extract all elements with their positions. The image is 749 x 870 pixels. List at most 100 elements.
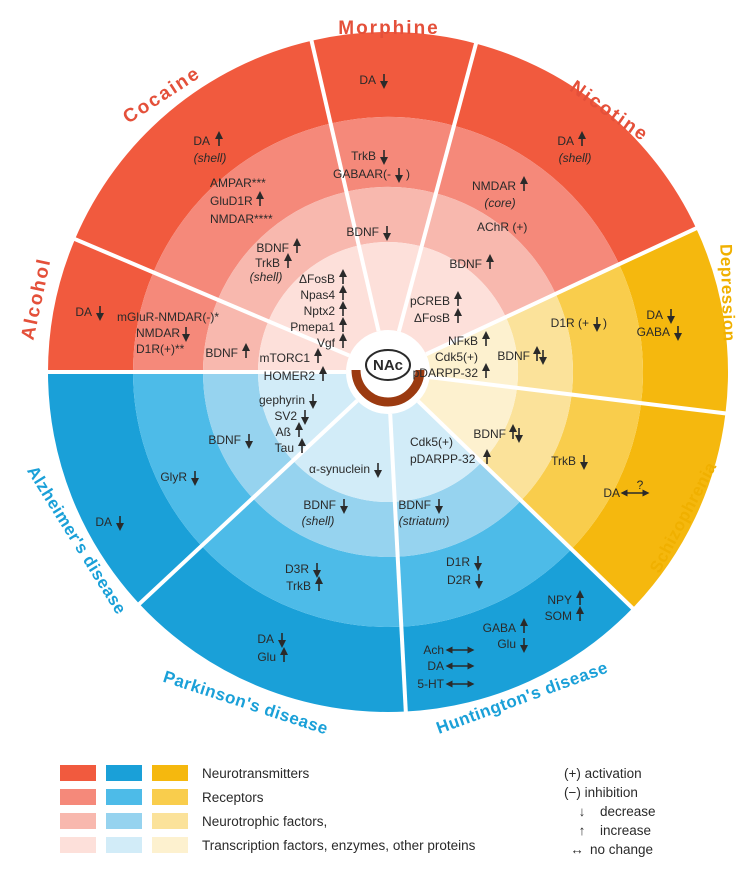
sector-band	[555, 264, 643, 404]
sector-divider	[388, 413, 409, 717]
item-depression-pdarpp: pDARPP-32	[413, 366, 479, 380]
legend: Neurotransmitters Receptors Neurotrophic f…	[60, 764, 730, 864]
item-nicotine-bdnf: BDNF	[449, 257, 482, 271]
sector-band	[75, 40, 331, 273]
sector-divider	[425, 224, 702, 357]
item-parkinson-da: DA	[257, 632, 274, 646]
item-huntington-bdnf: BDNF	[398, 498, 431, 512]
item-parkinson-synuclein: α-synuclein	[309, 462, 370, 476]
sector-band	[426, 317, 518, 388]
item-huntington-pdarpp: pDARPP-32	[410, 452, 476, 466]
item-nicotine-fosb: ΔFosB	[414, 311, 450, 325]
change-arrows	[96, 74, 682, 688]
item-huntington-som: SOM	[545, 609, 572, 623]
legend-row: Transcription factors, enzymes, other pr…	[60, 836, 475, 854]
item-huntington-npy: NPY	[547, 593, 572, 607]
item-parkinson-trkb: TrkB	[286, 579, 311, 593]
item-morphine-trkb: TrkB	[351, 149, 376, 163]
legend-label: Receptors	[202, 789, 264, 805]
legend-row: Neurotransmitters	[60, 764, 309, 782]
item-depression-bdnf: BDNF	[497, 349, 530, 363]
sector-items: DA TrkB GABAAR(- ) BDNF DA (shell) AMPAR…	[75, 73, 670, 691]
sector-band	[401, 549, 633, 712]
down-arrow-icon: ↓	[578, 803, 586, 819]
item-nicotine-core: (core)	[484, 196, 515, 210]
sector-band	[48, 239, 154, 372]
item-huntington-5ht: 5-HT	[417, 677, 444, 691]
legend-swatch	[60, 789, 96, 805]
item-cocaine-nptx2: Nptx2	[304, 304, 336, 318]
item-nicotine-achr: AChR (+)	[477, 220, 527, 234]
key-increase: ↑ increase	[564, 821, 651, 839]
sector-band	[390, 401, 482, 502]
item-morphine-bdnf: BDNF	[346, 225, 379, 239]
title-morphine: Morphine	[338, 18, 440, 39]
item-morphine-gabaar-close: )	[406, 167, 410, 181]
legend-swatch	[60, 837, 96, 853]
sector-band	[203, 299, 269, 372]
item-huntington-striatum: (striatum)	[399, 514, 450, 528]
sector-band	[133, 372, 253, 546]
legend-row: Receptors	[60, 788, 264, 806]
legend-swatch	[152, 765, 188, 781]
item-alzheimer-bdnf: BDNF	[208, 433, 241, 447]
sector-divider	[69, 235, 351, 358]
item-alcohol-nmdar: NMDAR	[136, 326, 180, 340]
legend-swatch	[152, 813, 188, 829]
item-cocaine-fosb: ΔFosB	[299, 272, 335, 286]
item-depression-cdk5: Cdk5(+)	[435, 350, 478, 364]
legend-swatch	[60, 765, 96, 781]
key-decrease: ↓ decrease	[564, 802, 656, 820]
sector-band	[398, 246, 506, 355]
item-huntington-d2r: D2R	[447, 573, 471, 587]
key-inhibition: (−) inhibition	[564, 784, 638, 800]
sector-band	[330, 117, 454, 194]
key-activation: (+) activation	[564, 765, 642, 781]
item-alzheimer-glyr: GlyR	[160, 470, 187, 484]
sector-band	[292, 400, 395, 502]
sector-band	[481, 387, 572, 501]
nac-wheel-diagram: NAc Morphine Cocaine Nicotine Alcohol De…	[18, 18, 739, 738]
item-depression-nfkb: NFκB	[448, 334, 478, 348]
item-alcohol-bdnf: BDNF	[205, 346, 238, 360]
item-huntington-glu: Glu	[497, 637, 516, 651]
sector-divider	[134, 399, 359, 609]
item-alzheimer-gephyrin: gephyrin	[259, 393, 305, 407]
item-depression-gaba: GABA	[637, 325, 670, 339]
legend-label: Transcription factors, enzymes, other pr…	[202, 837, 476, 853]
sector-band	[133, 272, 218, 372]
sector-band	[346, 187, 436, 247]
item-parkinson-bdnf: BDNF	[303, 498, 336, 512]
item-huntington-cdk5: Cdk5(+)	[410, 435, 453, 449]
legend-swatch	[152, 837, 188, 853]
item-alcohol-homer2: HOMER2	[264, 369, 316, 383]
sector-divider	[396, 38, 480, 332]
sector-band	[203, 372, 293, 499]
sector-band	[252, 460, 398, 557]
item-parkinson-glu: Glu	[257, 650, 276, 664]
item-nicotine-pcreb: pCREB	[410, 294, 450, 308]
legend-row: Neurotrophic factors,	[60, 812, 327, 830]
item-schizophrenia-da: DA	[603, 486, 620, 500]
sector-rings	[48, 32, 729, 712]
item-morphine-da: DA	[359, 73, 376, 87]
item-alzheimer-sv2: SV2	[274, 409, 297, 423]
item-huntington-d1r: D1R	[446, 555, 470, 569]
item-nicotine-nmdar: NMDAR	[472, 179, 516, 193]
item-alcohol-da: DA	[75, 305, 92, 319]
legend-swatch	[106, 813, 142, 829]
item-nicotine-shell: (shell)	[559, 151, 592, 165]
item-alcohol-mtorc1: mTORC1	[260, 351, 311, 365]
item-cocaine-da: DA	[193, 134, 210, 148]
item-depression-da: DA	[646, 308, 663, 322]
sector-band	[268, 245, 379, 356]
sector-band	[394, 462, 522, 557]
sector-band	[153, 123, 347, 300]
sector-band	[397, 500, 572, 627]
item-cocaine-trkb-shell: (shell)	[250, 270, 283, 284]
item-cocaine-bdnf: BDNF	[256, 241, 289, 255]
item-huntington-ach: Ach	[423, 643, 444, 657]
key-no-change: ↔ no change	[564, 840, 653, 858]
sector-divider	[429, 375, 731, 417]
item-schizophrenia-bdnf: BDNF	[473, 427, 506, 441]
